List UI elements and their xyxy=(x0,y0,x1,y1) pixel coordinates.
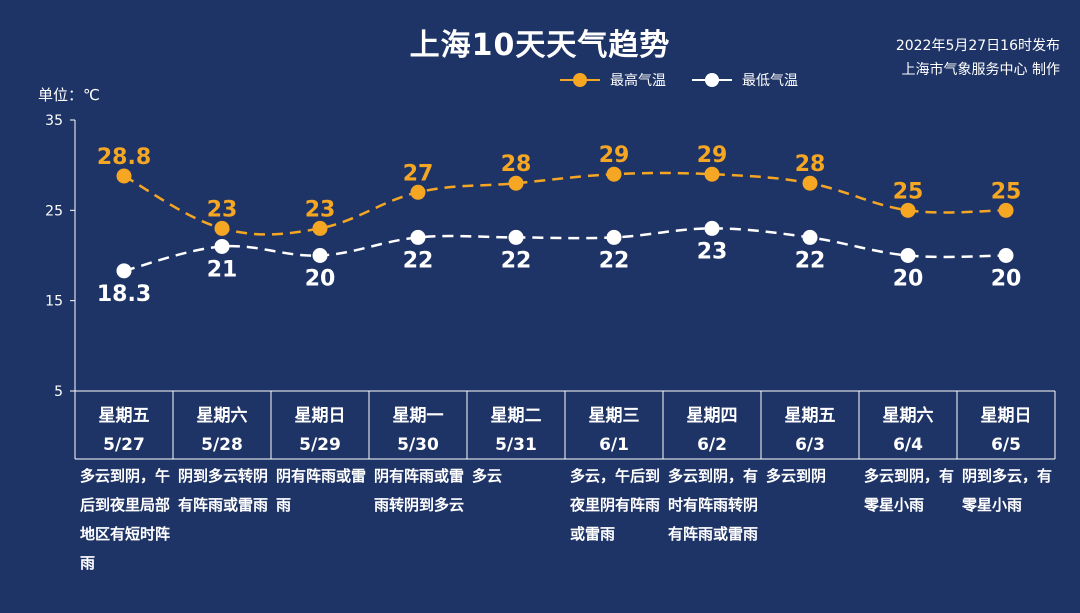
point-high xyxy=(410,184,426,200)
point-high xyxy=(214,220,230,236)
series-line-low xyxy=(123,227,1007,273)
weekday-label: 星期三 xyxy=(589,406,640,426)
weather-description: 阴到多云转阴有阵雨或雷雨 xyxy=(178,467,269,514)
weekday-label: 星期六 xyxy=(197,405,248,426)
data-label-low: 21 xyxy=(207,257,238,282)
point-high xyxy=(508,175,524,191)
weekday-label: 星期六 xyxy=(883,405,934,426)
point-low xyxy=(312,248,328,263)
date-label: 5/30 xyxy=(397,435,439,455)
data-label-low: 20 xyxy=(893,267,924,292)
data-label-low: 18.3 xyxy=(97,282,151,307)
date-label: 5/28 xyxy=(201,435,243,455)
date-label: 6/3 xyxy=(795,435,825,455)
data-label-high: 29 xyxy=(599,143,630,168)
series-line-high xyxy=(123,171,1007,236)
date-label: 5/27 xyxy=(103,435,145,455)
data-label-low: 20 xyxy=(305,267,336,292)
point-low xyxy=(998,248,1014,263)
weather-description: 多云到阴 xyxy=(766,467,827,485)
date-label: 5/31 xyxy=(495,435,537,455)
data-label-low: 22 xyxy=(403,248,434,273)
date-label: 5/29 xyxy=(299,435,341,455)
weather-description: 多云到阴，有时有阵雨转阴有阵雨或雷雨 xyxy=(668,467,759,543)
point-low xyxy=(214,238,230,254)
point-low xyxy=(606,229,622,245)
weather-description: 阴有阵雨或雷雨转阴到多云 xyxy=(374,467,465,514)
legend-low-label: 最低气温 xyxy=(742,73,798,89)
point-low xyxy=(900,248,916,263)
date-label: 6/5 xyxy=(991,435,1021,455)
legend-low-marker xyxy=(692,73,732,87)
weekday-label: 星期日 xyxy=(295,406,346,426)
weather-description: 多云到阴，有零星小雨 xyxy=(864,467,955,514)
weekday-label: 星期四 xyxy=(687,406,738,426)
data-label-high: 28.8 xyxy=(97,145,151,170)
weather-description: 多云到阴，午后到夜里局部地区有短时阵雨 xyxy=(80,467,171,572)
legend-item-low[interactable]: 最低气温 xyxy=(692,70,798,90)
y-tick-label: 5 xyxy=(54,384,63,400)
date-label: 6/4 xyxy=(893,435,923,455)
date-label: 6/2 xyxy=(697,435,727,455)
date-label: 6/1 xyxy=(599,435,629,455)
data-label-high: 25 xyxy=(893,179,924,204)
weekday-label: 星期五 xyxy=(99,406,150,426)
point-low xyxy=(116,263,132,279)
producer: 上海市气象服务中心 制作 xyxy=(901,62,1060,78)
data-label-low: 23 xyxy=(697,239,728,264)
weather-description: 阴到多云，有零星小雨 xyxy=(962,467,1053,514)
weekday-label: 星期日 xyxy=(981,406,1032,426)
unit-label: 单位：℃ xyxy=(38,86,100,104)
y-tick-label: 35 xyxy=(45,113,63,129)
weather-description: 多云 xyxy=(472,467,503,485)
data-label-low: 22 xyxy=(795,248,826,273)
point-high xyxy=(606,166,622,182)
data-label-high: 27 xyxy=(403,161,434,186)
legend-item-high[interactable]: 最高气温 xyxy=(560,70,666,90)
data-label-low: 22 xyxy=(501,248,532,273)
legend: 最高气温 最低气温 xyxy=(560,70,798,90)
point-high xyxy=(704,166,720,182)
y-tick-label: 25 xyxy=(45,203,63,219)
point-low xyxy=(508,229,524,245)
data-label-high: 23 xyxy=(207,197,238,222)
data-label-high: 23 xyxy=(305,197,336,222)
data-label-low: 20 xyxy=(991,267,1022,292)
point-low xyxy=(410,229,426,245)
point-low xyxy=(802,229,818,245)
point-high xyxy=(116,168,132,184)
data-label-high: 25 xyxy=(991,179,1022,204)
data-label-high: 28 xyxy=(795,152,826,177)
page-title: 上海10天天气趋势 xyxy=(409,28,671,63)
point-high xyxy=(998,202,1014,218)
point-high xyxy=(900,202,916,218)
point-low xyxy=(704,220,720,236)
weather-description: 阴有阵雨或雷雨 xyxy=(276,467,367,514)
legend-high-label: 最高气温 xyxy=(610,73,666,89)
point-high xyxy=(802,175,818,191)
data-label-high: 28 xyxy=(501,152,532,177)
data-label-high: 29 xyxy=(697,143,728,168)
data-label-low: 22 xyxy=(599,248,630,273)
publish-info: 2022年5月27日16时发布 上海市气象服务中心 制作 xyxy=(896,34,1060,82)
weekday-label: 星期五 xyxy=(785,406,836,426)
weekday-label: 星期一 xyxy=(393,406,444,426)
legend-high-marker xyxy=(560,73,600,87)
y-tick-label: 15 xyxy=(45,294,63,310)
publish-time: 2022年5月27日16时发布 xyxy=(895,38,1060,54)
point-high xyxy=(312,220,328,236)
weather-description: 多云，午后到夜里阴有阵雨或雷雨 xyxy=(570,467,661,543)
weekday-label: 星期二 xyxy=(491,406,542,426)
